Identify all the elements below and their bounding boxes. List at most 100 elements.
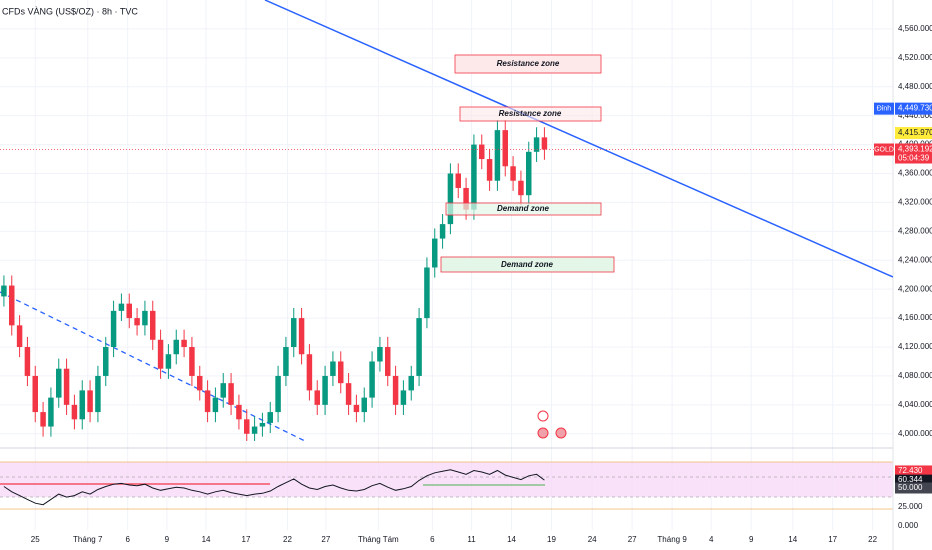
candle-body: [432, 238, 438, 268]
candle-body: [416, 318, 422, 376]
candle-body: [236, 404, 242, 420]
y-tick-label: 4,000.000: [898, 429, 932, 438]
candle-body: [533, 137, 540, 152]
x-tick-label: 11: [467, 535, 476, 544]
candle-body: [251, 426, 258, 434]
candle-body: [150, 310, 156, 340]
x-tick-label: 22: [283, 535, 292, 544]
candle-body: [283, 347, 289, 376]
x-tick-label: Tháng Tám: [358, 535, 399, 544]
zone-label: Resistance zone: [499, 109, 562, 118]
price-label: 4,449.730: [898, 104, 932, 113]
candle-body: [479, 144, 485, 160]
candle-body: [24, 347, 31, 376]
price-label: 4,415.970: [898, 128, 932, 137]
y-tick-label: 4,520.000: [898, 53, 932, 62]
y-tick-label: 4,280.000: [898, 226, 932, 235]
x-tick-label: Tháng 9: [657, 535, 687, 544]
price-label-box: [895, 143, 932, 164]
candle-body: [157, 339, 164, 369]
candle-body: [385, 347, 391, 376]
candle-body: [134, 318, 140, 326]
candle-body: [118, 303, 125, 311]
y-tick-label: 4,080.000: [898, 371, 932, 380]
x-tick-label: 9: [749, 535, 754, 544]
x-tick-label: Tháng 7: [73, 535, 103, 544]
candle-body: [32, 375, 38, 413]
x-tick-label: 17: [828, 535, 837, 544]
candle-body: [181, 339, 187, 348]
y-tick-label: 4,240.000: [898, 255, 932, 264]
candle-body: [345, 383, 352, 405]
candle-body: [103, 347, 109, 376]
candle-body: [220, 383, 226, 398]
candle-body: [526, 151, 532, 196]
candle-body: [9, 285, 15, 326]
candle-body: [486, 159, 493, 181]
candle-body: [424, 267, 430, 319]
candle-body: [510, 166, 516, 181]
candle-body: [291, 318, 297, 348]
candle-body: [71, 404, 78, 420]
candle-body: [142, 310, 148, 326]
candle-body: [204, 390, 211, 413]
candle-body: [408, 375, 414, 391]
candle-body: [298, 318, 305, 355]
price-label-box: [895, 102, 932, 115]
x-tick-label: 14: [202, 535, 211, 544]
candle-body: [63, 368, 70, 405]
main-pane: [0, 0, 893, 441]
price-tag: GOLD: [874, 146, 894, 153]
x-tick-label: 6: [430, 535, 435, 544]
candle-body: [126, 303, 132, 319]
candle-body: [338, 361, 344, 384]
event-icon[interactable]: [537, 427, 549, 439]
candle-body: [56, 368, 62, 398]
zone-label: Resistance zone: [497, 59, 560, 68]
rsi-tick-label: 0.000: [898, 521, 919, 530]
y-tick-label: 4,200.000: [898, 284, 932, 293]
grid: [0, 0, 893, 530]
countdown: 05:04:39: [898, 154, 930, 163]
x-tick-label: 6: [125, 535, 130, 544]
x-tick-label: 25: [31, 535, 40, 544]
price-label-box: [895, 127, 932, 140]
price-tag-box: [874, 102, 894, 115]
candle-body: [95, 375, 101, 413]
candle-body: [400, 390, 407, 405]
candle-body: [1, 285, 7, 297]
event-icon[interactable]: [537, 410, 549, 422]
rsi-line: [3, 469, 545, 506]
x-tick-label: 14: [507, 535, 516, 544]
candle-body: [494, 130, 501, 181]
demand-zone: [445, 202, 602, 216]
candle-body: [541, 137, 548, 150]
x-tick-label: 22: [868, 535, 877, 544]
candle-body: [275, 375, 281, 413]
rsi-label-box: [895, 482, 932, 494]
rsi-tick-label: 25.000: [898, 502, 923, 511]
x-tick-label: 14: [788, 535, 797, 544]
candle-body: [518, 180, 524, 196]
rsi-label: 50.000: [898, 483, 923, 492]
candle-body: [447, 173, 454, 225]
price-tag-box: [874, 143, 894, 156]
candle-body: [330, 361, 336, 376]
rsi-band: [0, 462, 893, 497]
candle-body: [259, 422, 266, 427]
rsi-label: 72.430: [898, 466, 923, 475]
chart-title: CFDs VÀNG (US$/OZ) · 8h · TVC: [2, 6, 138, 16]
candle-body: [110, 310, 117, 348]
candle-body: [197, 375, 203, 391]
rsi-label-box: [895, 474, 932, 486]
candle-body: [165, 354, 172, 369]
candle-body: [455, 173, 461, 188]
candle-body: [267, 412, 273, 423]
candle-body: [439, 224, 446, 239]
candle-body: [48, 397, 54, 427]
price-tag: Đỉnh: [877, 104, 892, 112]
y-tick-label: 4,440.000: [898, 111, 932, 120]
event-icon[interactable]: [555, 427, 567, 439]
y-tick-label: 4,160.000: [898, 313, 932, 322]
